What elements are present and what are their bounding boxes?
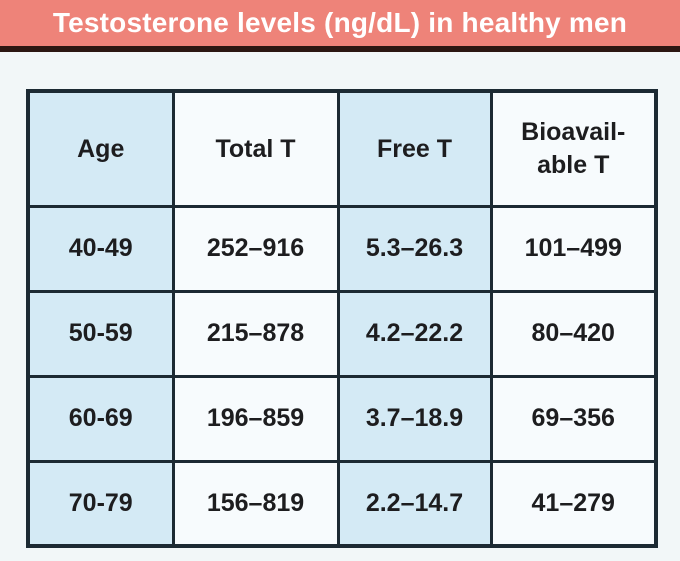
cell-total-t: 215–878 (171, 289, 340, 378)
cell-free-t: 2.2–14.7 (336, 459, 493, 548)
table-row-70-79: 70-79 156–819 2.2–14.7 41–279 (26, 459, 658, 548)
cell-total-t: 156–819 (171, 459, 340, 548)
cell-free-t: 3.7–18.9 (336, 374, 493, 463)
table-row-50-59: 50-59 215–878 4.2–22.2 80–420 (26, 289, 658, 378)
title-bar: Testosterone levels (ng/dL) in healthy m… (0, 0, 680, 46)
header-label: Total T (215, 134, 296, 163)
header-cell-free-t: Free T (336, 89, 493, 208)
cell-total-t: 252–916 (171, 204, 340, 293)
cell-age: 70-79 (26, 459, 175, 548)
table-row-60-69: 60-69 196–859 3.7–18.9 69–356 (26, 374, 658, 463)
header-label-line1: Bioavail- (521, 118, 626, 147)
cell-free-t: 5.3–26.3 (336, 204, 493, 293)
header-cell-age: Age (26, 89, 175, 208)
header-label: Free T (376, 134, 453, 163)
cell-age: 60-69 (26, 374, 175, 463)
table-row-40-49: 40-49 252–916 5.3–26.3 101–499 (26, 204, 658, 293)
header-cell-bioavailable-t: Bioavail- able T (489, 89, 658, 208)
table-header-row: Age Total T Free T Bioavail- able T (26, 89, 658, 208)
cell-bioavailable-t: 80–420 (489, 289, 658, 378)
cell-bioavailable-t: 101–499 (489, 204, 658, 293)
cell-bioavailable-t: 41–279 (489, 459, 658, 548)
testosterone-table: Age Total T Free T Bioavail- able T 40-4… (26, 89, 658, 548)
header-label-line2: able T (537, 150, 610, 179)
title-divider (0, 46, 680, 52)
cell-total-t: 196–859 (171, 374, 340, 463)
cell-age: 40-49 (26, 204, 175, 293)
header-cell-total-t: Total T (171, 89, 340, 208)
page-title: Testosterone levels (ng/dL) in healthy m… (52, 7, 628, 38)
cell-age: 50-59 (26, 289, 175, 378)
cell-free-t: 4.2–22.2 (336, 289, 493, 378)
header-label: Age (77, 134, 125, 163)
cell-bioavailable-t: 69–356 (489, 374, 658, 463)
